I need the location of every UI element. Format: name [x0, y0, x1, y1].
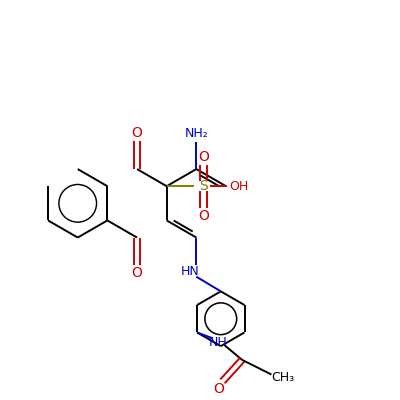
- Text: O: O: [198, 150, 209, 164]
- Text: OH: OH: [230, 180, 249, 193]
- Text: S: S: [200, 179, 208, 193]
- Text: CH₃: CH₃: [272, 371, 295, 384]
- Text: O: O: [198, 208, 209, 222]
- Text: O: O: [213, 382, 224, 396]
- Text: O: O: [132, 126, 142, 140]
- Text: O: O: [132, 266, 142, 280]
- Text: HN: HN: [181, 265, 200, 278]
- Text: NH₂: NH₂: [184, 127, 208, 140]
- Text: NH: NH: [209, 336, 228, 349]
